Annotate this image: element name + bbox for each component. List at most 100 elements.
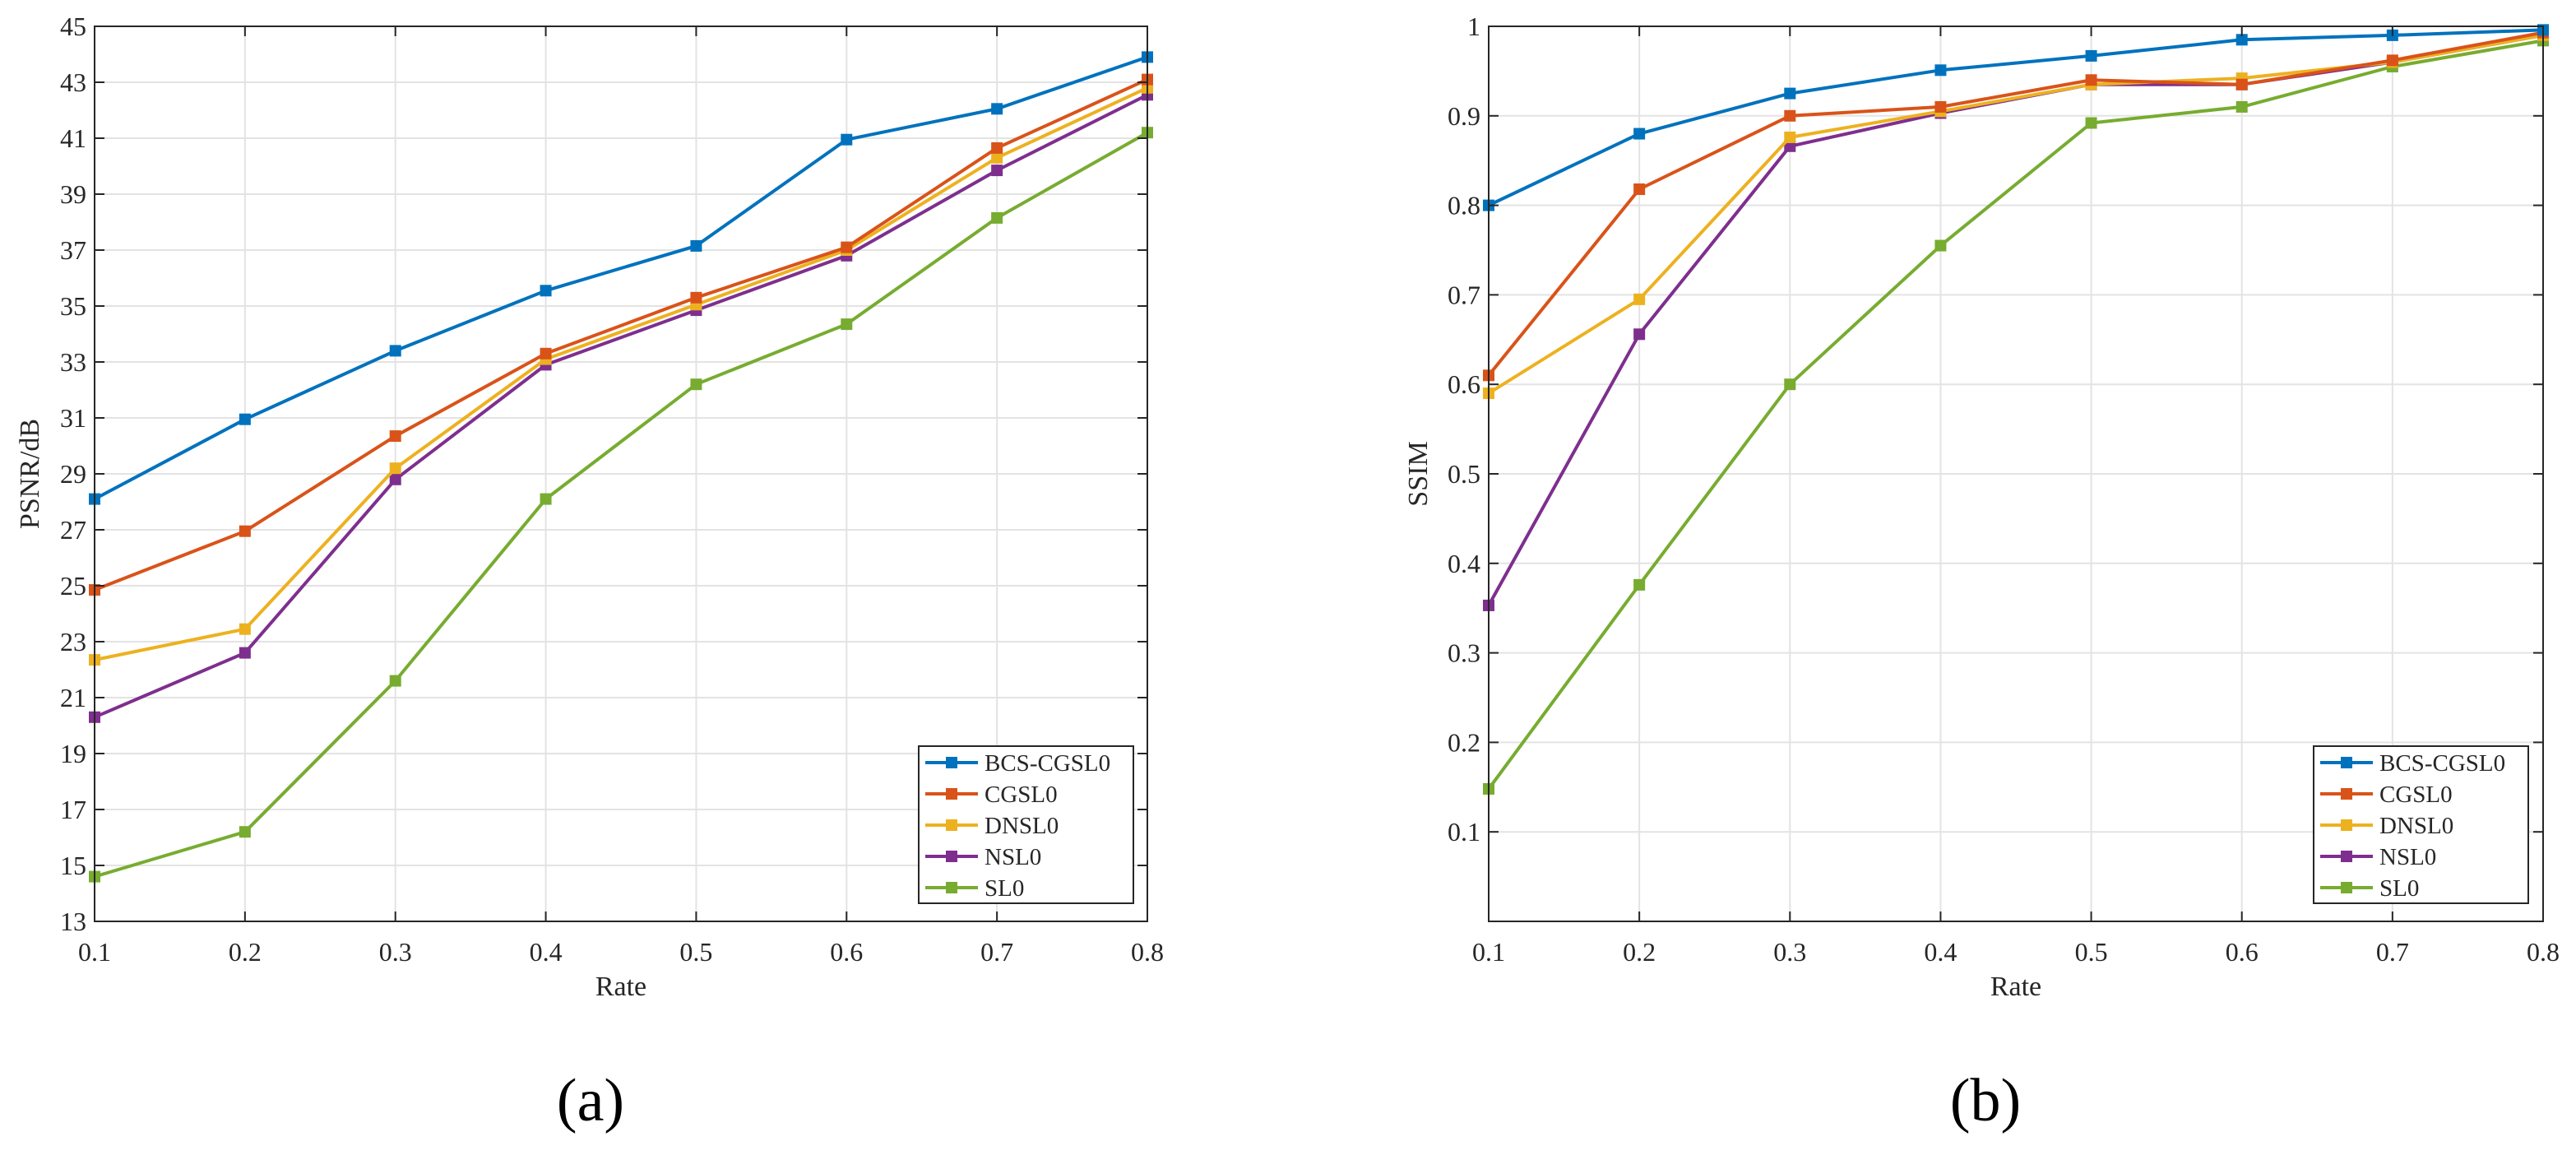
ticks-a: 0.1 0.2 0.3 0.4 0.5 0.6 0.7 0.8 13 15 17 19 21 23 25 27… [60, 12, 1164, 967]
y-tick-label: 15 [60, 851, 86, 880]
legend-swatch-marker [2341, 757, 2352, 768]
data-point-cgsl0 [690, 291, 702, 304]
data-point-sl0 [2085, 117, 2097, 129]
series-group-b [1483, 24, 2549, 795]
data-point-cgsl0 [1784, 109, 1796, 122]
legend-entry: BCS-CGSL0 [985, 750, 1110, 777]
data-point-nsl0 [239, 647, 251, 659]
y-tick-label: 0.7 [1448, 280, 1480, 309]
legend-entry: DNSL0 [2379, 813, 2453, 839]
y-axis-label-b: SSIM [1403, 441, 1434, 506]
data-point-bcs-cgsl0 [991, 103, 1003, 115]
y-tick-label: 39 [60, 179, 86, 209]
x-tick-label: 0.8 [2527, 937, 2560, 967]
series-group-a [89, 51, 1153, 883]
data-point-sl0 [239, 826, 251, 838]
y-tick-label: 43 [60, 67, 86, 97]
y-tick-label: 0.3 [1448, 638, 1480, 668]
series-line-cgsl0 [94, 77, 1148, 591]
x-tick-label: 0.4 [1924, 937, 1957, 967]
x-tick-label: 0.7 [2376, 937, 2409, 967]
y-tick-label: 0.4 [1448, 549, 1480, 578]
data-point-cgsl0 [239, 525, 251, 537]
y-tick-label: 0.2 [1448, 727, 1480, 757]
data-point-dnsl0 [991, 151, 1003, 164]
legend-entry: NSL0 [2379, 844, 2436, 870]
data-point-cgsl0 [540, 347, 552, 359]
series-line-bcs-cgsl0 [94, 55, 1148, 501]
data-point-cgsl0 [991, 141, 1003, 154]
data-point-bcs-cgsl0 [2085, 49, 2097, 62]
legend-entry: BCS-CGSL0 [2379, 750, 2505, 777]
data-point-sl0 [991, 211, 1003, 224]
series-line-sl0 [1487, 39, 2544, 791]
y-tick-label: 45 [60, 12, 86, 41]
legend-entry: SL0 [2379, 875, 2419, 902]
y-tick-label: 33 [60, 347, 86, 377]
data-point-sl0 [690, 378, 702, 391]
x-tick-label: 0.5 [679, 937, 712, 967]
y-tick-label: 0.8 [1448, 191, 1480, 220]
y-tick-label: 21 [60, 683, 86, 712]
y-tick-label: 0.6 [1448, 369, 1480, 399]
legend-swatch-marker [946, 851, 957, 862]
data-point-sl0 [389, 675, 401, 687]
y-tick-label: 27 [60, 515, 86, 545]
y-tick-label: 19 [60, 739, 86, 768]
data-point-sl0 [540, 493, 552, 505]
data-point-cgsl0 [1934, 100, 1947, 113]
data-point-cgsl0 [389, 430, 401, 443]
data-point-cgsl0 [2085, 74, 2097, 86]
x-tick-label: 0.5 [2075, 937, 2108, 967]
data-point-bcs-cgsl0 [1934, 64, 1947, 77]
data-point-bcs-cgsl0 [1633, 128, 1646, 140]
data-point-bcs-cgsl0 [841, 133, 853, 146]
series-line-dnsl0 [94, 86, 1148, 662]
legend-swatch-marker [2341, 882, 2352, 893]
data-point-sl0 [1633, 578, 1646, 591]
legend-entry: NSL0 [985, 844, 1041, 870]
x-axis-label-b: Rate [1990, 972, 2041, 1002]
legend-swatch-marker [2341, 851, 2352, 862]
x-axis-label-a: Rate [595, 972, 646, 1002]
data-point-dnsl0 [389, 462, 401, 475]
chart-panel-a: 0.1 0.2 0.3 0.4 0.5 0.6 0.7 0.8 13 15 17 19 21 23 25 27… [15, 12, 1164, 1002]
legend-swatch-marker [2341, 788, 2352, 800]
data-point-sl0 [1934, 239, 1947, 252]
y-tick-label: 35 [60, 291, 86, 321]
x-tick-label: 0.6 [2226, 937, 2259, 967]
data-point-dnsl0 [1633, 293, 1646, 305]
legend-swatch-marker [946, 757, 957, 768]
legend-entry: CGSL0 [985, 782, 1058, 808]
y-tick-label: 13 [60, 907, 86, 936]
data-point-bcs-cgsl0 [540, 285, 552, 297]
data-point-cgsl0 [2386, 54, 2398, 67]
x-tick-label: 0.6 [830, 937, 863, 967]
y-tick-label: 31 [60, 403, 86, 433]
y-tick-label: 17 [60, 795, 86, 824]
y-axis-label-a: PSNR/dB [15, 419, 45, 529]
legend-a: BCS-CGSL0 CGSL0 DNSL0 NSL0 SL0 [918, 745, 1134, 904]
y-tick-label: 0.9 [1448, 101, 1480, 131]
x-tick-label: 0.1 [78, 937, 111, 967]
legend-swatch-marker [946, 882, 957, 893]
y-tick-label: 0.1 [1448, 817, 1480, 847]
data-point-bcs-cgsl0 [389, 345, 401, 357]
x-tick-label: 0.8 [1131, 937, 1164, 967]
data-point-bcs-cgsl0 [1784, 87, 1796, 100]
data-point-bcs-cgsl0 [239, 413, 251, 425]
legend-b: BCS-CGSL0 CGSL0 DNSL0 NSL0 SL0 [2313, 745, 2529, 904]
x-tick-label: 0.3 [1773, 937, 1806, 967]
legend-swatch-marker [946, 788, 957, 800]
data-point-bcs-cgsl0 [2235, 34, 2248, 46]
y-tick-label: 1 [1467, 12, 1480, 41]
data-point-nsl0 [991, 165, 1003, 177]
series-line-bcs-cgsl0 [1488, 28, 2544, 207]
data-point-nsl0 [1784, 140, 1796, 152]
x-tick-label: 0.1 [1472, 937, 1505, 967]
legend-entry: CGSL0 [2379, 782, 2453, 808]
y-tick-label: 23 [60, 627, 86, 656]
series-line-nsl0 [94, 93, 1148, 719]
y-tick-label: 25 [60, 571, 86, 601]
